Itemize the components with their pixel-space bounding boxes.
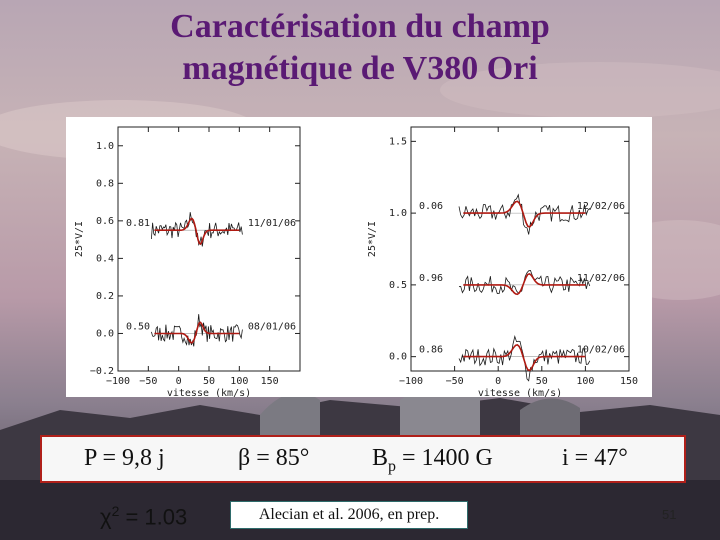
- model-profile: [154, 217, 240, 246]
- bp-rest: = 1400 G: [396, 445, 493, 471]
- date-label: 11/02/06: [577, 273, 625, 284]
- model-profile: [463, 273, 586, 296]
- chi-rest: = 1.03: [119, 504, 188, 530]
- phase-label: 0.81: [126, 218, 150, 229]
- plot-frame: [410, 126, 630, 372]
- x-tick-label: 50: [536, 376, 548, 387]
- beta-value: β = 85°: [238, 445, 310, 471]
- x-tick-label: −100: [399, 376, 423, 387]
- x-axis-label: vitesse (km/s): [167, 388, 251, 397]
- bp-value: Bp = 1400 G: [372, 445, 493, 476]
- y-tick-label: 0.0: [96, 328, 114, 339]
- chi-square-value: χ2 = 1.03: [100, 503, 187, 530]
- phase-label: 0.96: [419, 273, 443, 284]
- x-tick-label: 0: [495, 376, 501, 387]
- date-label: 12/02/06: [577, 201, 625, 212]
- y-tick-label: 0.5: [389, 280, 407, 291]
- period-value: P = 9,8 j: [84, 445, 165, 471]
- y-tick-label: 1.5: [389, 136, 407, 147]
- y-tick-label: 0.6: [96, 216, 114, 227]
- chi-superscript: 2: [111, 503, 120, 519]
- observed-profile: [458, 193, 591, 235]
- reference-box: Alecian et al. 2006, en prep.: [230, 501, 468, 529]
- x-tick-label: 50: [203, 376, 215, 387]
- x-tick-label: −100: [106, 376, 130, 387]
- x-tick-label: −50: [446, 376, 464, 387]
- y-tick-label: 0.8: [96, 178, 114, 189]
- model-profile: [463, 344, 586, 372]
- date-label: 10/02/06: [577, 345, 625, 356]
- phase-label: 0.06: [419, 201, 443, 212]
- date-label: 11/01/06: [248, 218, 296, 229]
- plot-panel: −100 −50 0 50 100 150 −0.2 0.0 0.2 0.4 0.6 0.8 1.0 vi…: [66, 117, 652, 397]
- phase-label: 0.86: [419, 345, 443, 356]
- x-tick-label: 150: [261, 376, 279, 387]
- y-tick-label: 1.0: [389, 208, 407, 219]
- y-tick-label: 0.2: [96, 291, 114, 302]
- y-tick-label: 0.0: [389, 352, 407, 363]
- observed-profile: [151, 212, 243, 247]
- title-line-2: magnétique de V380 Ori: [182, 50, 538, 87]
- stokes-v-profiles: −100 −50 0 50 100 150 −0.2 0.0 0.2 0.4 0.6 0.8 1.0 vi…: [74, 126, 638, 397]
- bp-subscript: p: [388, 457, 397, 475]
- x-tick-label: −50: [139, 376, 157, 387]
- parameter-box: P = 9,8 j β = 85° Bp = 1400 G i = 47°: [40, 435, 686, 483]
- bp-symbol: B: [372, 445, 389, 471]
- y-axis-label: 25*V/I: [367, 221, 378, 257]
- y-tick-label: −0.2: [90, 366, 114, 377]
- phase-label: 0.50: [126, 321, 150, 332]
- x-tick-label: 100: [230, 376, 248, 387]
- x-tick-label: 100: [576, 376, 594, 387]
- x-axis-label: vitesse (km/s): [478, 388, 562, 397]
- chi-symbol: χ: [100, 504, 112, 530]
- x-tick-label: 150: [620, 376, 638, 387]
- x-tick-label: 0: [176, 376, 182, 387]
- y-axis-label: 25*V/I: [74, 221, 85, 257]
- model-profile: [463, 200, 586, 228]
- y-tick-label: 1.0: [96, 141, 114, 152]
- slide-title: Caractérisation du champ magnétique de V…: [0, 6, 720, 90]
- date-label: 08/01/06: [248, 321, 296, 332]
- title-line-1: Caractérisation du champ: [170, 8, 550, 45]
- model-profile: [154, 321, 240, 344]
- y-tick-label: 0.4: [96, 253, 114, 264]
- inclination-value: i = 47°: [562, 445, 628, 471]
- page-number: 51: [662, 507, 677, 522]
